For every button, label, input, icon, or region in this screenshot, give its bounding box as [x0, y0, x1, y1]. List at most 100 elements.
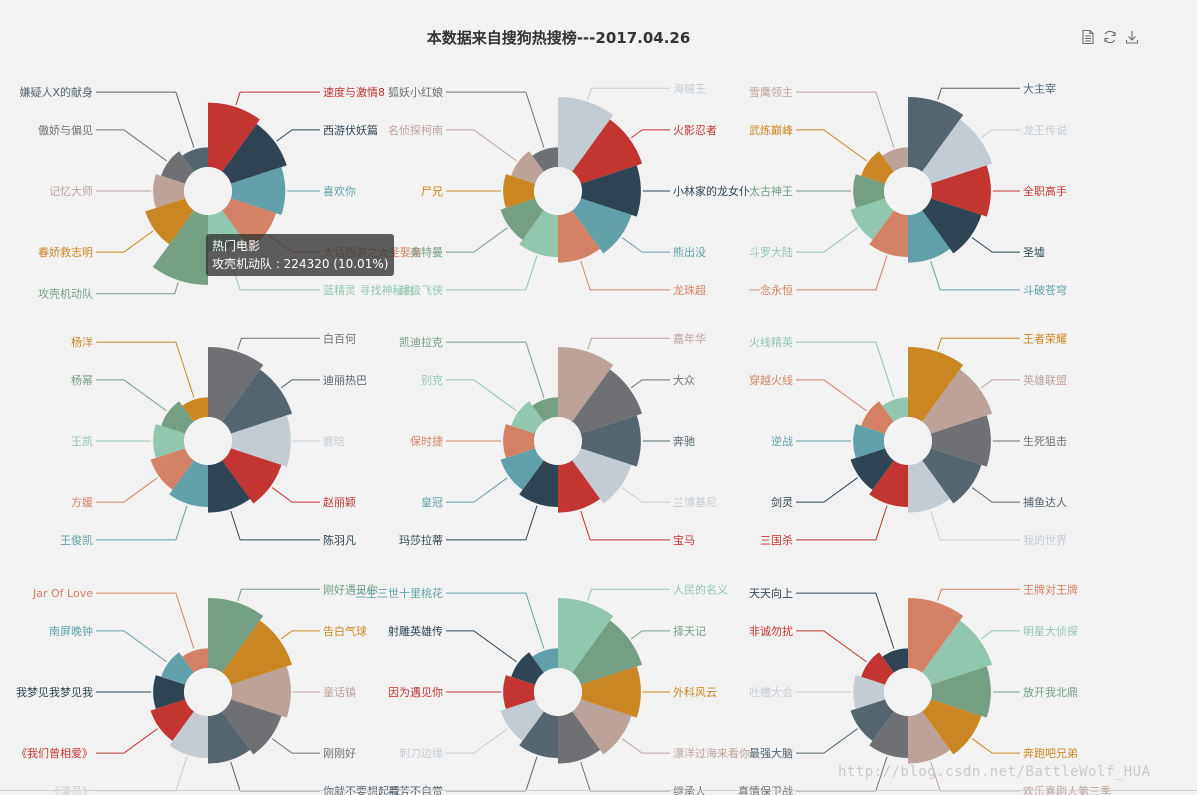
slice-label: 狐妖小红娘 [388, 85, 443, 99]
rose-slice[interactable] [182, 397, 208, 422]
rose-slice[interactable] [882, 648, 908, 673]
rose-slice[interactable] [908, 347, 964, 422]
rose-slice[interactable] [161, 652, 194, 685]
rose-slice[interactable] [532, 397, 558, 422]
slice-label: 蓝精灵 寻找神秘村 [323, 283, 415, 297]
rose-slice[interactable] [922, 448, 982, 504]
rose-slice[interactable] [850, 699, 894, 741]
rose-slice[interactable] [208, 598, 264, 673]
rose-slice[interactable] [869, 711, 908, 758]
rose-slice[interactable] [908, 598, 964, 673]
rose-slice[interactable] [853, 424, 886, 458]
rose-slice[interactable] [222, 699, 282, 755]
rose-slice[interactable] [161, 401, 194, 434]
rose-slice[interactable] [580, 666, 641, 718]
rose-slice[interactable] [230, 415, 291, 467]
rose-slice[interactable] [230, 666, 291, 718]
rose-slice[interactable] [532, 648, 558, 673]
rose-slice[interactable] [519, 210, 558, 257]
rose-slice[interactable] [930, 666, 991, 718]
rose-slice[interactable] [580, 415, 641, 467]
rose-slice[interactable] [572, 448, 632, 504]
rose-slice[interactable] [500, 448, 544, 490]
rose-slice[interactable] [152, 210, 208, 285]
slice-label: 王牌对王牌 [1023, 582, 1078, 596]
label-line [237, 588, 320, 601]
restore-icon[interactable] [1102, 29, 1118, 45]
rose-slice[interactable] [169, 711, 208, 758]
rose-slice[interactable] [208, 102, 260, 172]
rose-slice[interactable] [145, 198, 194, 245]
rose-slice[interactable] [503, 675, 536, 709]
rose-slice[interactable] [222, 620, 293, 685]
rose-slice[interactable] [153, 424, 186, 458]
rose-slice[interactable] [503, 174, 536, 208]
rose-slice[interactable] [153, 174, 186, 208]
rose-slice[interactable] [558, 210, 601, 263]
rose-slice[interactable] [908, 97, 964, 172]
rose-slice[interactable] [930, 415, 991, 467]
rose-slice[interactable] [182, 648, 208, 673]
rose-slice[interactable] [161, 151, 194, 184]
rose-slice[interactable] [853, 675, 886, 709]
rose-slice[interactable] [230, 167, 286, 215]
rose-slice[interactable] [861, 151, 894, 184]
rose-slice[interactable] [853, 174, 886, 208]
rose-slice[interactable] [558, 460, 601, 513]
rose-slice[interactable] [861, 652, 894, 685]
rose-slice[interactable] [558, 598, 614, 673]
rose-slice[interactable] [922, 119, 993, 184]
rose-slice[interactable] [532, 147, 558, 172]
slice-label: 王俊凯 [60, 533, 93, 547]
rose-slice[interactable] [572, 699, 632, 755]
rose-slice[interactable] [153, 675, 186, 709]
rose-slice[interactable] [222, 369, 293, 434]
rose-slice[interactable] [558, 711, 601, 764]
rose-slice[interactable] [150, 448, 194, 490]
rose-slice[interactable] [882, 147, 908, 172]
rose-slice[interactable] [169, 460, 208, 507]
rose-slice[interactable] [208, 711, 251, 764]
rose-hole [884, 167, 932, 215]
data-view-icon[interactable] [1080, 29, 1096, 45]
rose-slice[interactable] [511, 401, 544, 434]
rose-slice[interactable] [580, 165, 641, 217]
rose-slice[interactable] [503, 424, 536, 458]
rose-hole [884, 668, 932, 716]
rose-slice[interactable] [882, 397, 908, 422]
rose-slice[interactable] [850, 448, 894, 490]
rose-slice[interactable] [519, 460, 558, 507]
rose-slice[interactable] [222, 124, 287, 184]
rose-slice[interactable] [922, 620, 993, 685]
rose-slice[interactable] [558, 97, 614, 172]
rose-slice[interactable] [500, 198, 544, 240]
rose-slice[interactable] [500, 699, 544, 741]
rose-slice[interactable] [869, 210, 908, 257]
save-as-image-icon[interactable] [1124, 29, 1140, 45]
rose-slice[interactable] [922, 369, 993, 434]
rose-slice[interactable] [908, 460, 951, 513]
rose-slice[interactable] [572, 198, 632, 254]
rose-slice[interactable] [922, 198, 982, 254]
rose-slice[interactable] [208, 460, 251, 513]
rose-slice[interactable] [222, 448, 282, 504]
label-line [621, 738, 670, 754]
rose-slice[interactable] [850, 198, 894, 240]
rose-slice[interactable] [208, 347, 264, 422]
label-line [446, 341, 545, 398]
rose-slice[interactable] [908, 210, 951, 263]
rose-slice[interactable] [861, 401, 894, 434]
rose-slice[interactable] [869, 460, 908, 507]
rose-slice[interactable] [511, 652, 544, 685]
rose-slice[interactable] [572, 369, 643, 434]
rose-slice[interactable] [572, 620, 643, 685]
rose-slice[interactable] [182, 147, 208, 172]
rose-slice[interactable] [511, 151, 544, 184]
rose-slice[interactable] [558, 347, 614, 422]
rose-slice[interactable] [922, 699, 982, 755]
rose-slice[interactable] [930, 165, 991, 217]
rose-slice[interactable] [908, 711, 951, 764]
rose-slice[interactable] [150, 699, 194, 741]
rose-slice[interactable] [519, 711, 558, 758]
rose-slice[interactable] [572, 119, 643, 184]
